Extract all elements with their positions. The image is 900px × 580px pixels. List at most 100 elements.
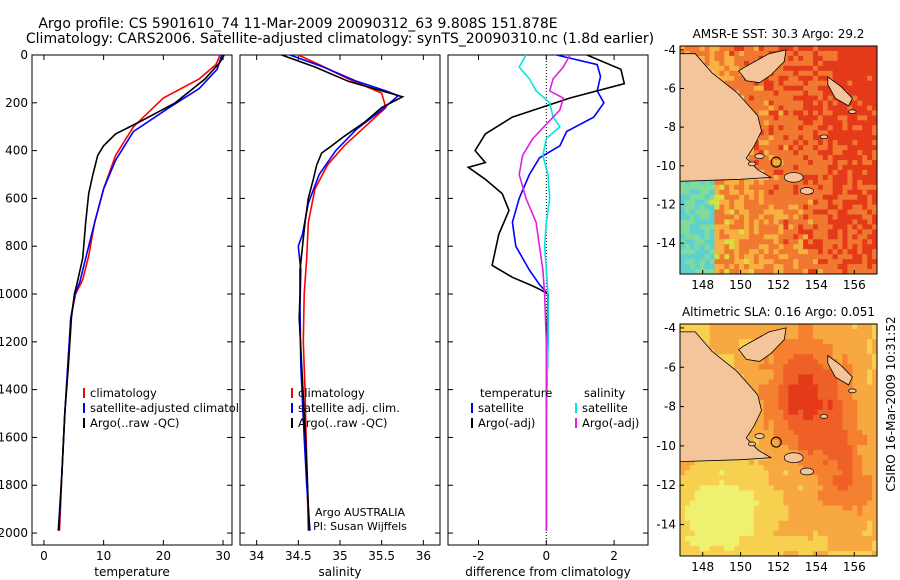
heatmap-cell <box>773 429 779 436</box>
heatmap-cell <box>788 50 794 57</box>
heatmap-cell <box>832 495 838 501</box>
heatmap-cell <box>748 239 755 245</box>
heatmap-cell <box>758 229 765 235</box>
heatmap-cell <box>729 485 735 491</box>
heatmap-cell <box>832 434 838 441</box>
heatmap-cell <box>837 184 843 191</box>
heatmap-cell <box>709 60 715 67</box>
heatmap-cell <box>837 229 843 235</box>
heatmap-cell <box>793 125 799 131</box>
heatmap-cell <box>793 364 799 370</box>
heatmap-cell <box>739 50 745 57</box>
heatmap-cell <box>852 234 858 240</box>
heatmap-cell <box>812 184 819 191</box>
heatmap-cell <box>822 374 829 380</box>
heatmap-cell <box>783 135 789 141</box>
heatmap-cell <box>837 434 843 441</box>
heatmap-cell <box>684 249 691 255</box>
heatmap-cell <box>739 535 745 542</box>
heatmap-cell <box>867 500 873 506</box>
legend-title-temperature: temperature <box>480 386 552 400</box>
heatmap-cell <box>798 125 804 131</box>
heatmap-cell <box>709 46 715 52</box>
heatmap-cell <box>857 155 863 161</box>
heatmap-cell <box>847 545 853 552</box>
heatmap-cell <box>872 115 878 121</box>
heatmap-cell <box>817 224 824 230</box>
heatmap-cell <box>862 399 868 406</box>
heatmap-cell <box>847 455 853 461</box>
heatmap-cell <box>872 100 878 106</box>
y-tick-label: 600 <box>5 191 28 205</box>
heatmap-cell <box>763 204 770 210</box>
heatmap-cell <box>748 545 755 552</box>
heatmap-cell <box>744 525 750 532</box>
heatmap-cell <box>798 214 804 220</box>
heatmap-cell <box>768 384 774 390</box>
heatmap-cell <box>680 480 686 486</box>
heatmap-cell <box>768 445 774 451</box>
heatmap-cell <box>729 55 735 62</box>
heatmap-cell <box>714 515 720 522</box>
heatmap-cell <box>724 254 730 260</box>
heatmap-cell <box>847 329 853 335</box>
heatmap-cell <box>699 219 706 225</box>
heatmap-cell <box>788 475 794 481</box>
heatmap-cell <box>798 164 804 171</box>
heatmap-cell <box>729 470 735 476</box>
heatmap-cell <box>837 259 843 265</box>
heatmap-cell <box>753 110 760 116</box>
heatmap-cell <box>724 264 730 270</box>
heatmap-cell <box>817 249 824 255</box>
heatmap-cell <box>763 80 770 87</box>
heatmap-cell <box>808 500 814 506</box>
heatmap-cell <box>714 60 720 67</box>
heatmap-cell <box>699 229 706 235</box>
heatmap-cell <box>689 495 696 501</box>
y-tick-label: 2000 <box>0 526 28 540</box>
heatmap-cell <box>798 450 804 456</box>
heatmap-cell <box>867 384 873 390</box>
heatmap-cell <box>773 455 779 461</box>
heatmap-cell <box>680 254 686 260</box>
heatmap-cell <box>827 344 834 350</box>
heatmap-cell <box>867 135 873 141</box>
heatmap-cell <box>822 264 829 270</box>
heatmap-cell <box>783 349 789 355</box>
heatmap-cell <box>689 199 696 206</box>
heatmap-cell <box>748 359 755 365</box>
heatmap-cell <box>699 535 706 542</box>
heatmap-cell <box>808 329 814 335</box>
heatmap-cell <box>862 480 868 486</box>
heatmap-cell <box>822 219 829 225</box>
heatmap-cell <box>808 535 814 542</box>
heatmap-cell <box>758 445 765 451</box>
heatmap-cell <box>788 429 794 436</box>
heatmap-cell <box>812 339 819 345</box>
heatmap-cell <box>719 199 725 206</box>
heatmap-cell <box>857 90 863 96</box>
heatmap-cell <box>753 485 760 491</box>
heatmap-cell <box>758 135 765 141</box>
y-tick-label: -4 <box>664 43 676 57</box>
heatmap-cell <box>714 545 720 552</box>
heatmap-cell <box>758 199 765 206</box>
heatmap-cell <box>852 145 858 151</box>
heatmap-cell <box>847 199 853 206</box>
heatmap-cell <box>680 224 686 230</box>
heatmap-cell <box>684 239 691 245</box>
map-title: AMSR-E SST: 30.3 Argo: 29.2 <box>693 27 865 41</box>
heatmap-cell <box>808 145 814 151</box>
heatmap-cell <box>793 214 799 220</box>
heatmap-cell <box>753 150 760 156</box>
heatmap-cell <box>748 204 755 210</box>
heatmap-cell <box>744 510 750 517</box>
heatmap-cell <box>867 145 873 151</box>
heatmap-cell <box>758 480 765 486</box>
heatmap-cell <box>739 485 745 491</box>
heatmap-cell <box>783 50 789 57</box>
heatmap-cell <box>847 50 853 57</box>
heatmap-cell <box>694 510 701 517</box>
heatmap-cell <box>872 249 878 255</box>
heatmap-cell <box>808 130 814 136</box>
